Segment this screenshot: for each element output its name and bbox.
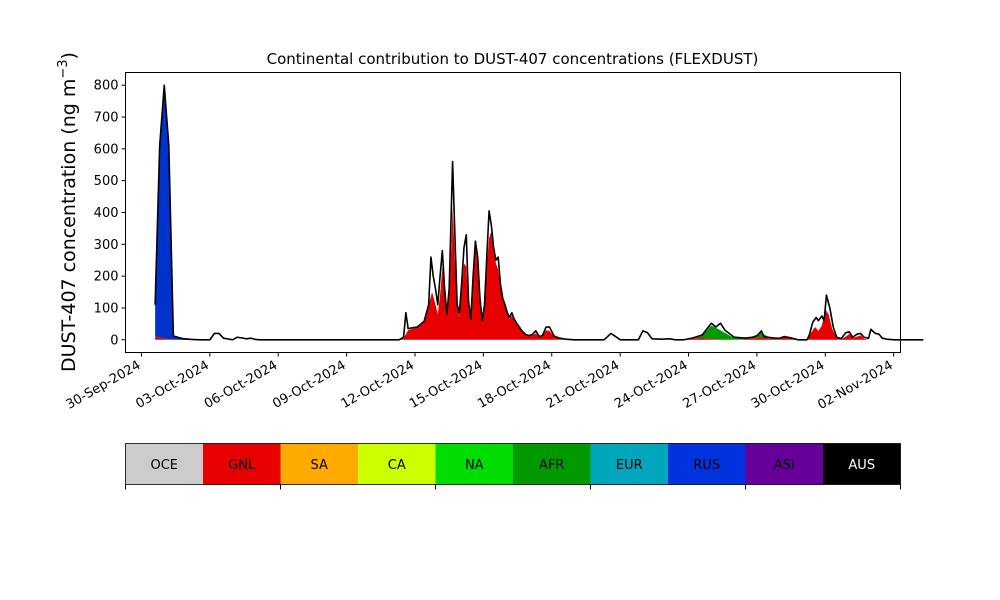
legend-label-asi: ASI [774, 458, 795, 473]
plot-content [154, 84, 924, 341]
y-tick-label: 100 [94, 301, 119, 316]
legend-colorbar: OCE GNL SA CA NA AFR EUR RUS ASI AUS [125, 443, 901, 490]
legend-label-ca: CA [388, 458, 406, 473]
y-tick-label: 0 [110, 333, 118, 348]
legend-label-aus: AUS [848, 458, 875, 473]
plot-frame [125, 72, 901, 353]
y-axis-label-main: DUST-407 concentration (ng m [58, 79, 80, 372]
y-tick-label: 300 [94, 238, 119, 253]
y-axis-label: DUST-407 concentration (ng m−3) [56, 52, 80, 372]
y-axis-label-close: ) [58, 52, 80, 59]
legend-swatch-ca [358, 443, 436, 485]
y-axis-label-power: −3 [56, 59, 71, 78]
y-tick-label: 400 [94, 206, 119, 221]
legend-label-afr: AFR [539, 458, 564, 473]
legend-swatch-na [435, 443, 513, 485]
legend-swatch-aus [823, 443, 901, 485]
legend-label-eur: EUR [616, 458, 643, 473]
y-tick-label: 600 [94, 142, 119, 157]
legend-swatch-gnl [203, 443, 281, 485]
total-concentration-line [154, 84, 924, 341]
legend-swatch-sa [280, 443, 358, 485]
legend-label-sa: SA [311, 458, 328, 473]
legend-frame [125, 443, 901, 485]
y-tick-label: 500 [94, 174, 119, 189]
legend-label-rus: RUS [693, 458, 720, 473]
legend-swatch-eur [590, 443, 668, 485]
legend-label-na: NA [465, 458, 484, 473]
legend-swatch-afr [513, 443, 591, 485]
legend-swatch-rus [668, 443, 746, 485]
y-tick-label: 200 [94, 270, 119, 285]
y-tick-label: 800 [94, 79, 119, 94]
svg-text:DUST-407 concentration (ng m−3: DUST-407 concentration (ng m−3) [56, 52, 80, 372]
y-axis-ticks: 0 100 200 300 400 500 600 700 800 [94, 79, 126, 348]
chart-title: Continental contribution to DUST-407 con… [267, 50, 759, 68]
legend-label-gnl: GNL [228, 458, 256, 473]
legend-swatch-asi [745, 443, 823, 485]
legend-label-oce: OCE [150, 458, 178, 473]
legend-swatch-oce [125, 443, 203, 485]
y-tick-label: 700 [94, 111, 119, 126]
